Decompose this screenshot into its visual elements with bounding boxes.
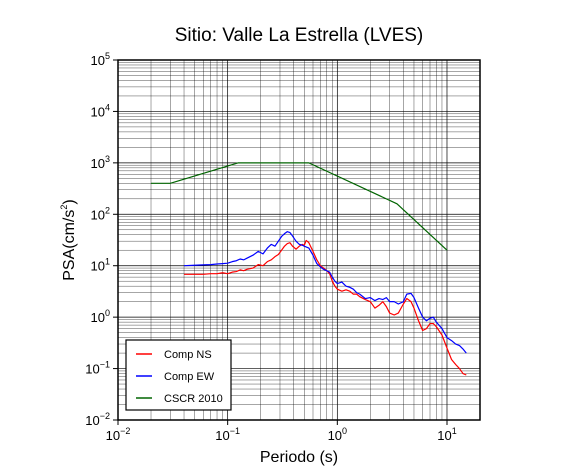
x-tick-label: 100 bbox=[328, 426, 347, 443]
y-tick-label: 105 bbox=[91, 51, 110, 68]
y-axis-label-main: PSA(cm/s bbox=[61, 210, 78, 281]
y-tick-base: 10 bbox=[85, 362, 99, 377]
series-line-cscr-2010 bbox=[151, 162, 448, 251]
series-line-comp-ew bbox=[183, 231, 467, 354]
y-tick-exp: 2 bbox=[105, 205, 110, 215]
x-tick-base: 10 bbox=[106, 428, 120, 443]
x-tick-base: 10 bbox=[437, 428, 451, 443]
y-tick-label: 100 bbox=[91, 308, 110, 325]
y-axis-label: PSA(cm/s2) bbox=[59, 199, 78, 280]
x-tick-label: 10−2 bbox=[106, 426, 131, 443]
y-tick-exp: −2 bbox=[100, 411, 110, 421]
chart-title: Sitio: Valle La Estrella (LVES) bbox=[175, 25, 424, 46]
series-lines bbox=[151, 162, 467, 376]
series-line-comp-ns bbox=[184, 239, 467, 376]
y-tick-exp: 3 bbox=[105, 154, 110, 164]
y-axis-label-sup: 2 bbox=[59, 205, 69, 210]
y-tick-label: 104 bbox=[91, 102, 110, 119]
y-tick-exp: −1 bbox=[100, 360, 110, 370]
y-tick-exp: 4 bbox=[105, 102, 110, 112]
y-tick-exp: 0 bbox=[105, 308, 110, 318]
y-tick-label: 10−2 bbox=[85, 411, 110, 428]
y-tick-base: 10 bbox=[91, 207, 105, 222]
legend-label-comp-ns: Comp NS bbox=[164, 349, 212, 361]
y-tick-label: 102 bbox=[91, 205, 110, 222]
y-tick-label: 101 bbox=[91, 257, 110, 274]
y-tick-base: 10 bbox=[91, 53, 105, 68]
x-tick-exp: 1 bbox=[452, 426, 457, 436]
plot-frame bbox=[117, 59, 481, 421]
y-axis-label-end: ) bbox=[61, 199, 78, 204]
legend-label-comp-ew: Comp EW bbox=[164, 371, 215, 383]
legend: Comp NS Comp EW CSCR 2010 bbox=[125, 339, 232, 411]
y-tick-exp: 5 bbox=[105, 51, 110, 61]
y-tick-base: 10 bbox=[91, 104, 105, 119]
x-tick-exp: −1 bbox=[230, 426, 240, 436]
y-tick-label: 103 bbox=[91, 154, 110, 171]
x-tick-base: 10 bbox=[328, 428, 342, 443]
x-tick-exp: 0 bbox=[342, 426, 347, 436]
x-tick-base: 10 bbox=[215, 428, 229, 443]
x-tick-label: 10−1 bbox=[215, 426, 240, 443]
y-tick-base: 10 bbox=[85, 413, 99, 428]
x-axis-label: Periodo (s) bbox=[260, 449, 338, 466]
y-tick-label: 10−1 bbox=[85, 360, 110, 377]
y-tick-exp: 1 bbox=[105, 257, 110, 267]
y-tick-base: 10 bbox=[91, 310, 105, 325]
x-tick-label: 101 bbox=[437, 426, 456, 443]
y-tick-base: 10 bbox=[91, 156, 105, 171]
x-tick-exp: −2 bbox=[120, 426, 130, 436]
x-axis-ticks: 10−2 10−1 100 101 bbox=[106, 420, 457, 443]
grid-lines bbox=[118, 60, 480, 420]
legend-label-cscr-2010: CSCR 2010 bbox=[164, 393, 223, 405]
y-tick-base: 10 bbox=[91, 259, 105, 274]
